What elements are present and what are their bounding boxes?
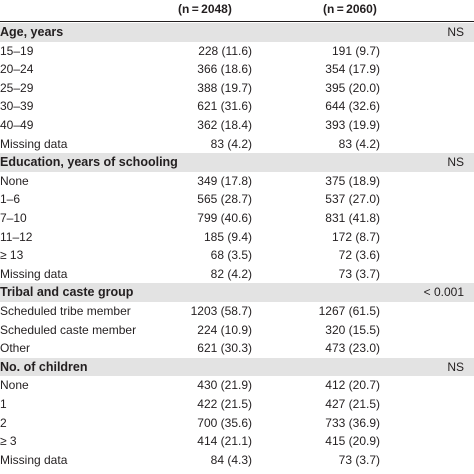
cell-group-1: 83 (4.2) [210,136,252,151]
cell-group-1: 388 (19.7) [197,80,252,95]
row-label: 7–10 [0,211,27,225]
cell-group-1: 621 (31.6) [197,99,252,114]
row-label: Other [0,341,31,356]
cell-group-2: 320 (15.5) [325,322,380,337]
cell-group-1: 366 (18.6) [197,62,252,77]
table-row: Missing data 84 (4.3) 73 (3.7) [0,451,474,470]
table-row: 20–24 366 (18.6) 354 (17.9) [0,60,474,79]
row-label: 25–29 [0,80,34,95]
cell-group-2: 1267 (61.5) [318,304,380,318]
row-label: Missing data [0,266,68,281]
cell-group-1: 185 (9.4) [203,229,252,244]
cell-group-1: 362 (18.4) [197,118,252,132]
cell-group-1: 84 (4.3) [210,452,252,467]
section-label: No. of children [0,359,88,374]
row-label: Scheduled tribe member [0,304,131,318]
cell-group-2: 412 (20.7) [325,378,380,393]
row-label: 1 [0,397,7,411]
table-row: Scheduled caste member 224 (10.9) 320 (15.… [0,321,474,340]
cell-group-1: 700 (35.6) [197,415,252,430]
p-value: NS [447,25,464,39]
row-label: Missing data [0,136,68,151]
row-label: Scheduled caste member [0,322,137,337]
cell-group-2: 83 (4.2) [338,136,380,151]
column-header-group-1: (n = 2048) [178,2,232,16]
table-row: None 349 (17.8) 375 (18.9) [0,172,474,191]
table-row: Missing data 83 (4.2) 83 (4.2) [0,135,474,154]
table-row: Other 621 (30.3) 473 (23.0) [0,339,474,358]
cell-group-2: 73 (3.7) [338,266,380,281]
p-value: < 0.001 [423,285,464,300]
cell-group-1: 228 (11.6) [198,43,252,58]
cell-group-1: 414 (21.1) [197,434,252,449]
cell-group-2: 473 (23.0) [325,341,380,356]
row-label: 1–6 [0,192,21,207]
row-label: ≥ 13 [0,248,24,263]
cell-group-2: 537 (27.0) [325,192,380,207]
row-label: None [0,173,29,188]
cell-group-2: 831 (41.8) [325,211,380,225]
cell-group-2: 354 (17.9) [325,62,380,77]
table-row: 1 422 (21.5) 427 (21.5) [0,395,474,414]
table-row: 2 700 (35.6) 733 (36.9) [0,414,474,433]
p-value: NS [447,155,464,170]
cell-group-2: 172 (8.7) [331,229,380,244]
section-label: Tribal and caste group [0,285,134,300]
table-row: Missing data 82 (4.2) 73 (3.7) [0,265,474,284]
table-row: 15–19 228 (11.6) 191 (9.7) [0,42,474,61]
table-header: (n = 2048) (n = 2060) [0,0,474,22]
cell-group-1: 799 (40.6) [197,211,252,225]
section-label: Education, years of schooling [0,155,178,170]
row-label: 40–49 [0,118,34,132]
cell-group-1: 224 (10.9) [197,322,252,337]
cell-group-1: 349 (17.8) [197,173,252,188]
section-row: Education, years of schooling NS [0,153,474,172]
cell-group-2: 644 (32.6) [325,99,380,114]
row-label: 2 [0,415,7,430]
cell-group-2: 375 (18.9) [325,173,380,188]
cell-group-1: 565 (28.7) [197,192,252,207]
cell-group-2: 395 (20.0) [325,80,380,95]
table-row: 1–6 565 (28.7) 537 (27.0) [0,190,474,209]
cell-group-2: 733 (36.9) [325,415,380,430]
cell-group-2: 191 (9.7) [331,43,380,58]
row-label: 20–24 [0,62,34,77]
table-row: ≥ 3 414 (21.1) 415 (20.9) [0,432,474,451]
cell-group-2: 72 (3.6) [338,248,380,263]
cell-group-1: 68 (3.5) [210,248,252,263]
table-row: 40–49 362 (18.4) 393 (19.9) [0,116,474,135]
section-row: Tribal and caste group < 0.001 [0,283,474,302]
cell-group-2: 73 (3.7) [338,452,380,467]
section-row: No. of children NS [0,357,474,377]
table-row: 25–29 388 (19.7) 395 (20.0) [0,79,474,98]
p-value: NS [447,359,464,374]
header-rule [0,21,474,22]
row-label: 15–19 [0,43,34,58]
table-row: ≥ 13 68 (3.5) 72 (3.6) [0,246,474,265]
row-label: 30–39 [0,99,34,114]
table-row: Scheduled tribe member 1203 (58.7) 1267 (6… [0,302,474,321]
table-row: 7–10 799 (40.6) 831 (41.8) [0,209,474,228]
row-label: ≥ 3 [0,434,17,449]
table-row: 30–39 621 (31.6) 644 (32.6) [0,97,474,116]
column-header-group-2: (n = 2060) [323,2,377,16]
table-row: None 430 (21.9) 412 (20.7) [0,376,474,395]
cell-group-2: 415 (20.9) [325,434,380,449]
table-row: 11–12 185 (9.4) 172 (8.7) [0,228,474,247]
cell-group-1: 422 (21.5) [197,397,252,411]
cell-group-2: 393 (19.9) [325,118,380,132]
section-label: Age, years [0,25,64,39]
cell-group-1: 1203 (58.7) [190,304,252,318]
row-label: 11–12 [0,229,33,244]
cell-group-1: 430 (21.9) [197,378,252,393]
cell-group-1: 621 (30.3) [197,341,252,356]
row-label: None [0,378,29,393]
cell-group-2: 427 (21.5) [325,397,380,411]
cell-group-1: 82 (4.2) [210,266,252,281]
section-row: Age, years NS [0,23,474,42]
row-label: Missing data [0,452,68,467]
